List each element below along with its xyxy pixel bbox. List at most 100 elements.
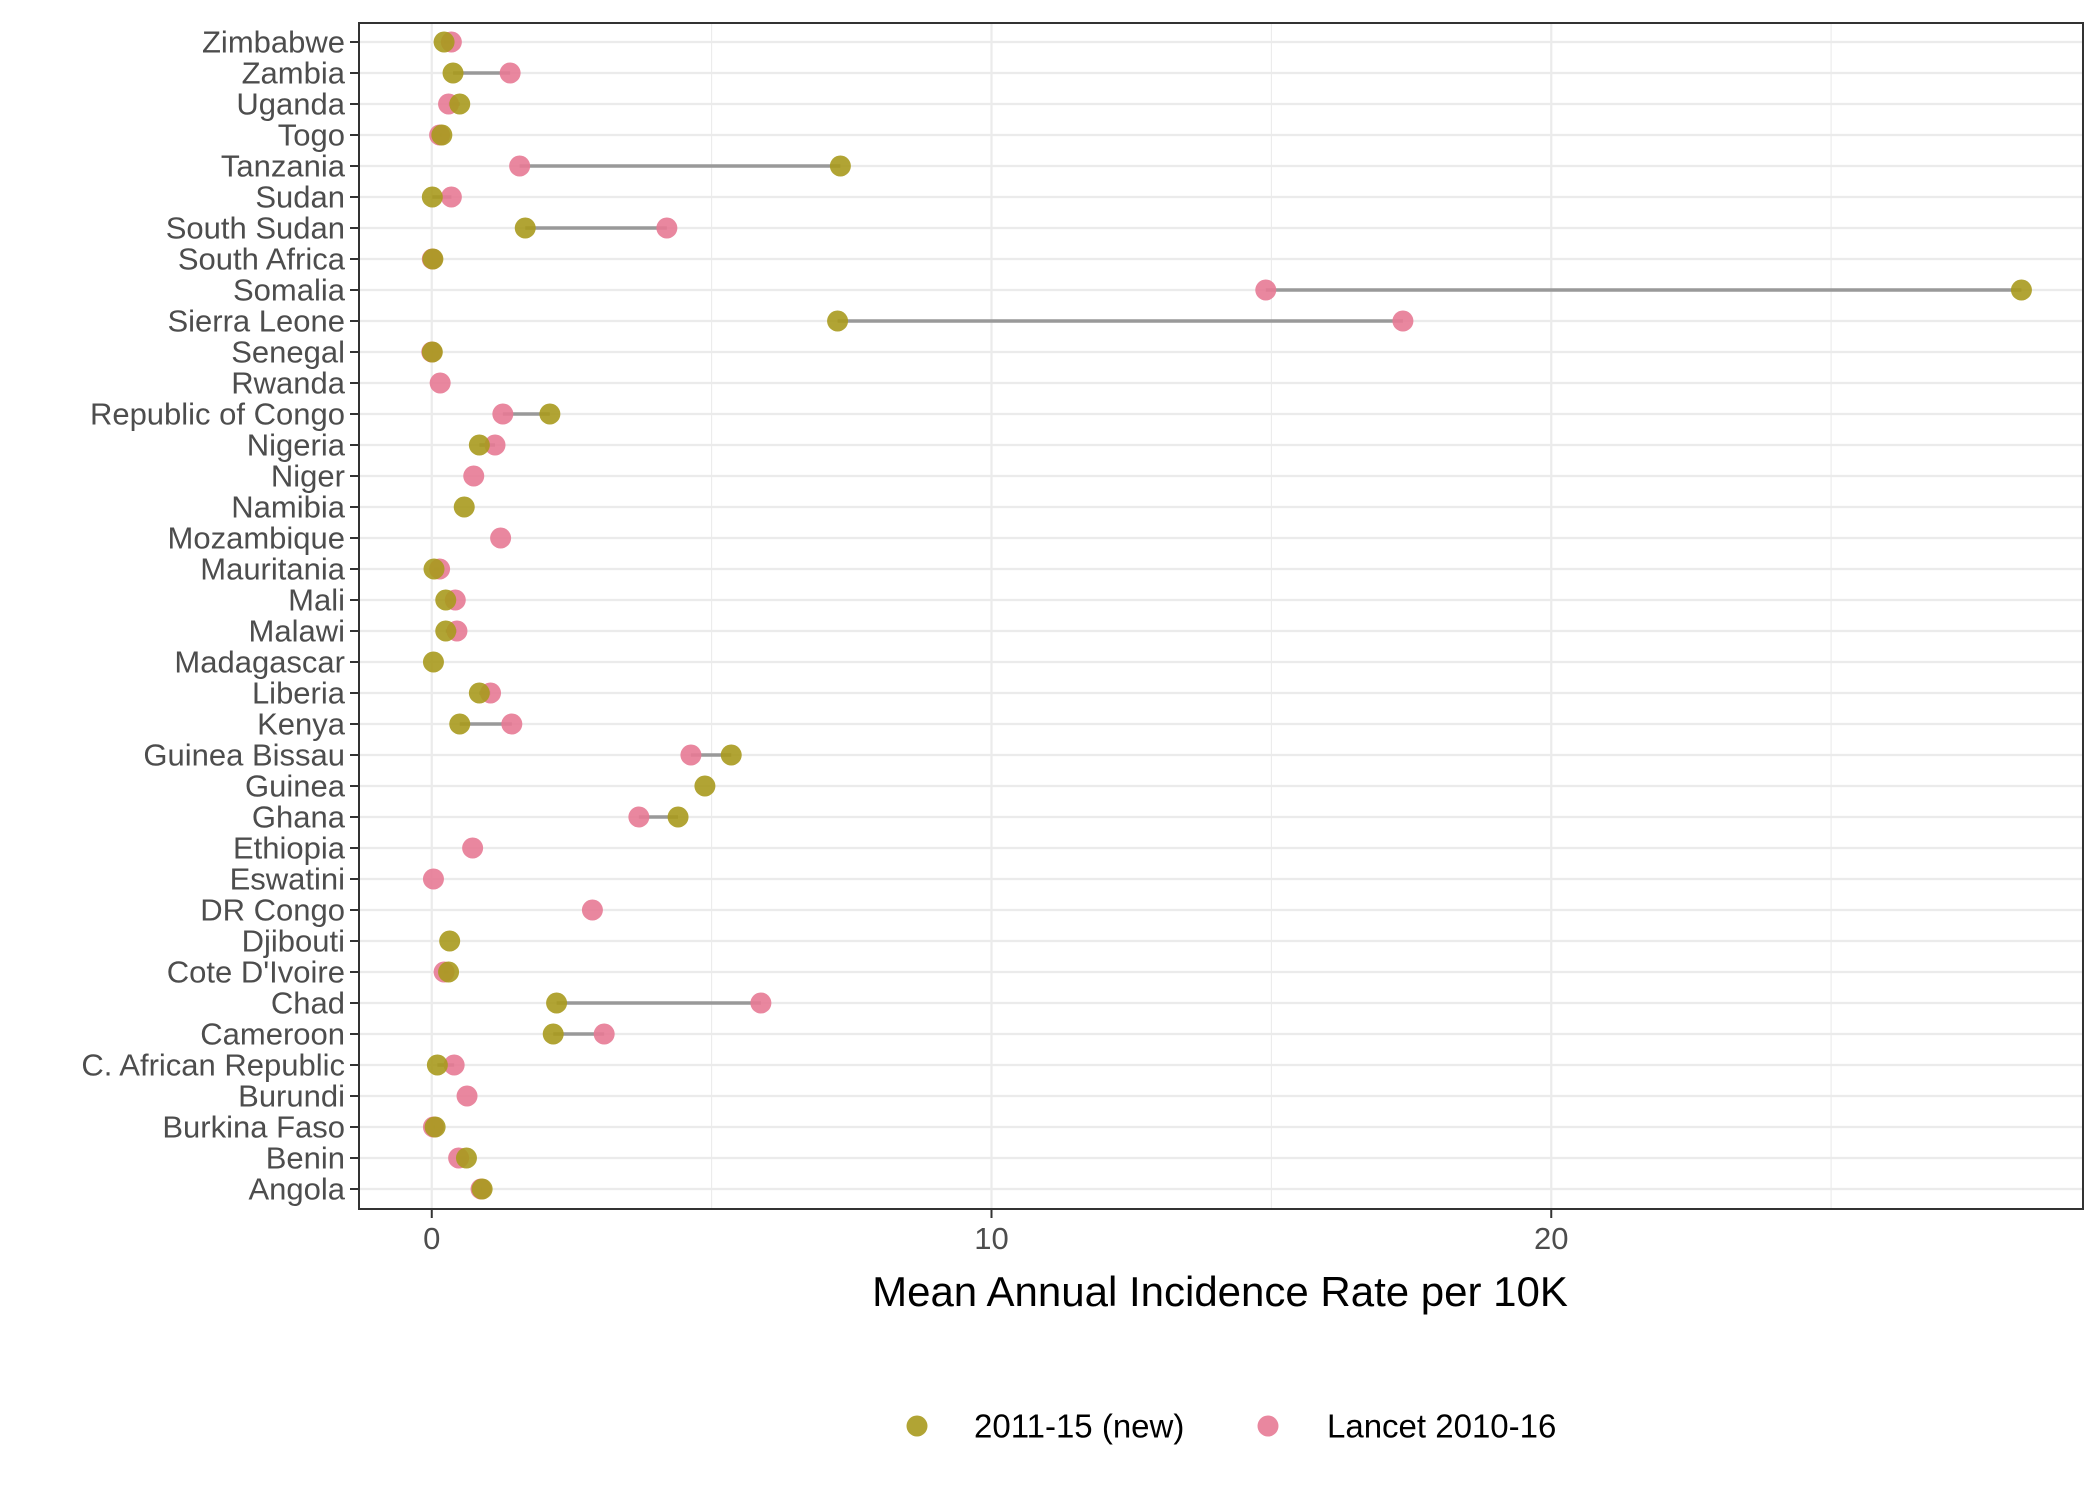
point-lancet-2010-16-south-sudan (656, 217, 678, 239)
y-tick-label-nigeria: Nigeria (247, 428, 346, 463)
y-tick-label-c-african-republic: C. African Republic (81, 1048, 345, 1083)
axis-layer: ZimbabweZambiaUgandaTogoTanzaniaSudanSou… (81, 25, 1568, 1257)
point-2011-15-new-liberia (468, 682, 490, 704)
x-tick-label-0: 0 (423, 1221, 440, 1256)
point-2011-15-new-senegal (421, 341, 443, 363)
point-2011-15-new-c-african-republic (426, 1054, 448, 1076)
y-tick-label-sudan: Sudan (255, 180, 345, 215)
point-2011-15-new-angola (471, 1178, 493, 1200)
point-lancet-2010-16-tanzania (509, 155, 531, 177)
y-tick-label-republic-of-congo: Republic of Congo (90, 397, 345, 432)
y-tick-label-rwanda: Rwanda (231, 366, 345, 401)
point-2011-15-new-togo (431, 124, 453, 146)
y-tick-label-kenya: Kenya (257, 707, 346, 742)
y-tick-label-south-sudan: South Sudan (166, 211, 345, 246)
point-2011-15-new-mauritania (423, 558, 445, 580)
y-tick-label-togo: Togo (278, 118, 345, 153)
y-tick-label-mali: Mali (288, 583, 345, 618)
y-tick-label-namibia: Namibia (231, 490, 345, 525)
point-2011-15-new-djibouti (439, 930, 461, 952)
point-2011-15-new-cote-d-ivoire (438, 961, 460, 983)
point-2011-15-new-chad (546, 992, 568, 1014)
point-2011-15-new-kenya (449, 713, 471, 735)
point-2011-15-new-burkina-faso (424, 1116, 446, 1138)
point-2011-15-new-uganda (449, 93, 471, 115)
point-2011-15-new-namibia (453, 496, 475, 518)
point-2011-15-new-somalia (2010, 279, 2032, 301)
point-2011-15-new-nigeria (468, 434, 490, 456)
legend-label-2011-15-new: 2011-15 (new) (974, 1408, 1184, 1445)
y-tick-label-angola: Angola (248, 1172, 345, 1207)
y-tick-label-guinea-bissau: Guinea Bissau (143, 738, 345, 773)
point-2011-15-new-republic-of-congo (539, 403, 561, 425)
y-tick-label-chad: Chad (271, 986, 345, 1021)
legend: 2011-15 (new) Lancet 2010-16 (906, 1408, 1556, 1445)
point-2011-15-new-cameroon (542, 1023, 564, 1045)
legend-key-2011-15-new (906, 1415, 928, 1437)
point-2011-15-new-zambia (442, 62, 464, 84)
y-tick-label-cote-d-ivoire: Cote D'Ivoire (167, 955, 345, 990)
point-lancet-2010-16-rwanda (429, 372, 451, 394)
point-lancet-2010-16-guinea-bissau (680, 744, 702, 766)
point-lancet-2010-16-niger (463, 465, 485, 487)
y-tick-label-eswatini: Eswatini (230, 862, 345, 897)
point-lancet-2010-16-eswatini (422, 868, 444, 890)
x-tick-label-10: 10 (974, 1221, 1008, 1256)
point-lancet-2010-16-ethiopia (462, 837, 484, 859)
plot-panel-border (358, 22, 2084, 1210)
legend-label-lancet-2010-16: Lancet 2010-16 (1327, 1408, 1556, 1445)
y-tick-label-ethiopia: Ethiopia (233, 831, 346, 866)
point-lancet-2010-16-sierra-leone (1392, 310, 1414, 332)
point-2011-15-new-ghana (667, 806, 689, 828)
point-lancet-2010-16-mozambique (490, 527, 512, 549)
point-2011-15-new-guinea-bissau (720, 744, 742, 766)
point-2011-15-new-benin (455, 1147, 477, 1169)
point-2011-15-new-sierra-leone (827, 310, 849, 332)
point-lancet-2010-16-nigeria (484, 434, 506, 456)
point-lancet-2010-16-kenya (501, 713, 523, 735)
y-tick-label-guinea: Guinea (245, 769, 346, 804)
point-2011-15-new-south-africa (422, 248, 444, 270)
grid-layer (359, 23, 2083, 1209)
point-lancet-2010-16-c-african-republic (443, 1054, 465, 1076)
point-2011-15-new-madagascar (422, 651, 444, 673)
point-2011-15-new-zimbabwe (433, 31, 455, 53)
point-layer (421, 31, 2032, 1200)
point-lancet-2010-16-republic-of-congo (492, 403, 514, 425)
point-lancet-2010-16-burundi (456, 1085, 478, 1107)
y-tick-label-ghana: Ghana (252, 800, 346, 835)
point-2011-15-new-mali (435, 589, 457, 611)
y-tick-label-benin: Benin (266, 1141, 345, 1176)
point-2011-15-new-malawi (435, 620, 457, 642)
point-2011-15-new-tanzania (829, 155, 851, 177)
y-tick-label-dr-congo: DR Congo (200, 893, 345, 928)
point-lancet-2010-16-cameroon (593, 1023, 615, 1045)
point-lancet-2010-16-dr-congo (581, 899, 603, 921)
point-lancet-2010-16-sudan (440, 186, 462, 208)
y-tick-label-zambia: Zambia (242, 56, 346, 91)
y-tick-label-liberia: Liberia (252, 676, 346, 711)
y-tick-label-tanzania: Tanzania (221, 149, 346, 184)
y-tick-label-somalia: Somalia (233, 273, 346, 308)
y-tick-label-burundi: Burundi (238, 1079, 345, 1114)
point-2011-15-new-guinea (694, 775, 716, 797)
point-2011-15-new-south-sudan (514, 217, 536, 239)
y-tick-label-madagascar: Madagascar (174, 645, 345, 680)
y-tick-label-cameroon: Cameroon (200, 1017, 345, 1052)
point-lancet-2010-16-chad (750, 992, 772, 1014)
legend-key-lancet-2010-16 (1257, 1415, 1279, 1437)
point-lancet-2010-16-zambia (499, 62, 521, 84)
y-tick-label-burkina-faso: Burkina Faso (162, 1110, 345, 1145)
x-tick-label-20: 20 (1534, 1221, 1568, 1256)
y-tick-label-south-africa: South Africa (178, 242, 346, 277)
point-lancet-2010-16-ghana (628, 806, 650, 828)
point-2011-15-new-sudan (421, 186, 443, 208)
y-tick-label-mozambique: Mozambique (168, 521, 345, 556)
y-tick-label-malawi: Malawi (249, 614, 345, 649)
y-tick-label-mauritania: Mauritania (200, 552, 345, 587)
y-tick-label-djibouti: Djibouti (242, 924, 345, 959)
y-tick-label-sierra-leone: Sierra Leone (167, 304, 345, 339)
